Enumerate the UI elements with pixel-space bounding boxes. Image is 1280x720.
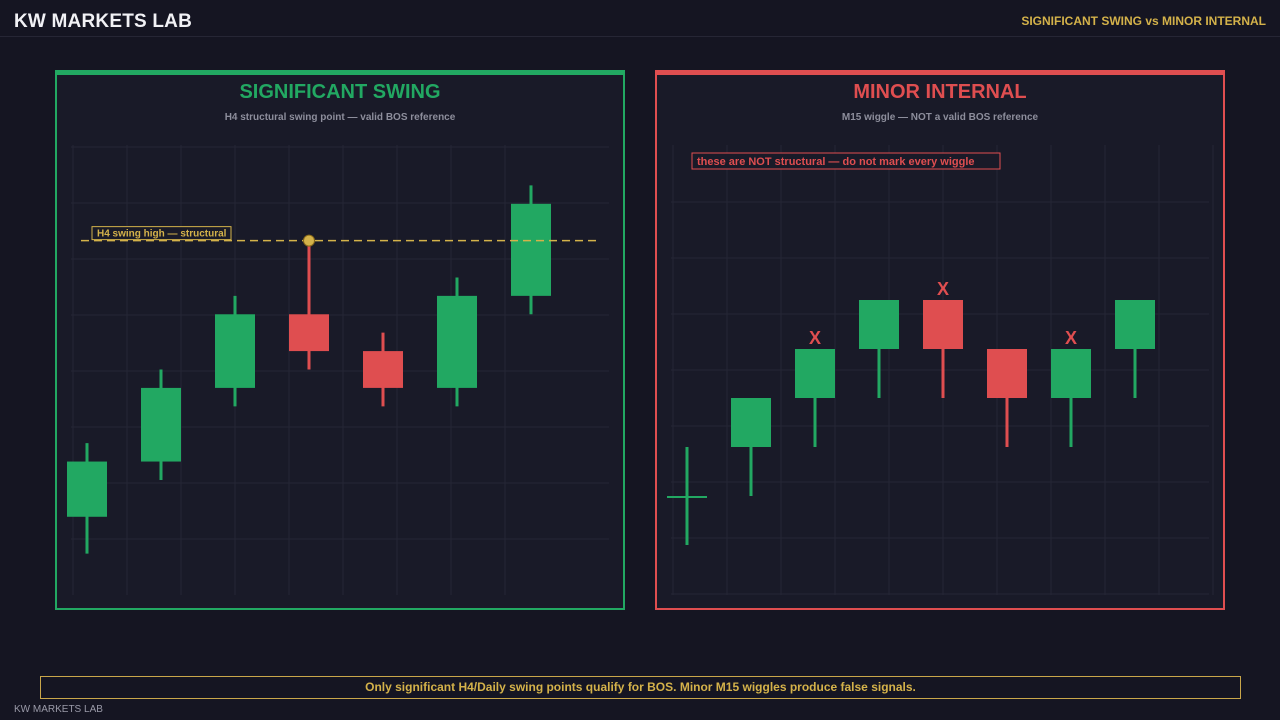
minor-internal-panel: MINOR INTERNAL M15 wiggle — NOT a valid … — [655, 70, 1225, 610]
swing-high-marker — [303, 234, 315, 247]
minor-internal-subtitle: M15 wiggle — NOT a valid BOS reference — [841, 112, 1039, 123]
footer-message: Only significant H4/Daily swing points q… — [40, 676, 1241, 699]
significant-swing-subtitle: H4 structural swing point — valid BOS re… — [224, 112, 456, 123]
candle-body — [1051, 349, 1091, 398]
candle-body — [141, 387, 181, 462]
note-box — [691, 152, 1001, 170]
candle-body — [859, 300, 899, 349]
header-subtitle: SIGNIFICANT SWING vs MINOR INTERNAL — [1021, 14, 1266, 28]
significant-swing-chart: H4 swing high — structural — [67, 145, 609, 595]
x-marker: X — [809, 328, 821, 348]
swing-high-label-box — [91, 226, 232, 241]
candle-body — [731, 398, 771, 447]
candle-body — [437, 295, 477, 388]
candle-body — [215, 314, 255, 388]
swing-high-label: H4 swing high — structural — [97, 229, 227, 240]
minor-internal-chart: these are NOT structural — do not mark e… — [667, 145, 1214, 595]
minor-internal-title: MINOR INTERNAL — [853, 81, 1027, 103]
candle-body — [363, 351, 403, 388]
x-marker: X — [1065, 328, 1077, 348]
candle-body — [511, 203, 551, 296]
header-bar: KW MARKETS LAB SIGNIFICANT SWING vs MINO… — [0, 0, 1280, 37]
brand-title: KW MARKETS LAB — [14, 11, 193, 32]
significant-swing-title: SIGNIFICANT SWING — [239, 81, 441, 103]
note-text: these are NOT structural — do not mark e… — [697, 156, 975, 168]
candle-body — [923, 300, 963, 349]
candle-body — [1115, 300, 1155, 349]
candle-body — [987, 349, 1027, 398]
candle-body — [289, 314, 329, 352]
footer-brand: KW MARKETS LAB — [14, 704, 103, 715]
candle-body — [67, 461, 107, 517]
x-marker: X — [937, 279, 949, 299]
significant-swing-panel: SIGNIFICANT SWING H4 structural swing po… — [55, 70, 625, 610]
candle-body — [667, 496, 707, 498]
candle-body — [795, 349, 835, 398]
